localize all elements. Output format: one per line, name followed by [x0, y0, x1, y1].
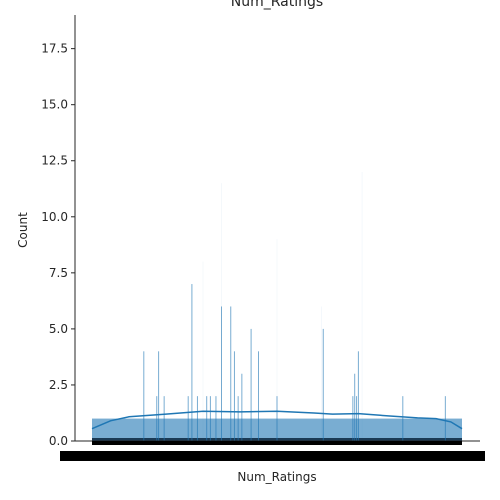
peak-bar-0 — [143, 351, 145, 441]
peak-bar-5 — [191, 284, 193, 441]
peak-bar-7 — [206, 396, 208, 441]
peak-bar-11 — [230, 306, 232, 441]
x-axis — [60, 440, 485, 461]
peak-bar-24 — [444, 396, 446, 441]
faint-bar-1 — [276, 239, 278, 441]
histogram-bars — [92, 171, 462, 441]
peak-bar-8 — [209, 396, 211, 441]
y-tick-label: 15.0 — [41, 98, 68, 112]
peak-bar-1 — [156, 396, 158, 441]
y-tick-label: 12.5 — [41, 154, 68, 168]
faint-bar-2 — [361, 171, 363, 441]
y-tick-label: 17.5 — [41, 42, 68, 56]
peak-bar-19 — [352, 396, 354, 441]
peak-bar-12 — [233, 351, 235, 441]
peak-bar-20 — [354, 373, 356, 441]
peak-bar-17 — [276, 396, 278, 441]
peak-bar-14 — [241, 373, 243, 441]
peak-bar-15 — [250, 328, 252, 441]
peak-bar-22 — [357, 351, 359, 441]
y-tick-label: 2.5 — [49, 378, 68, 392]
y-axis: 0.0 2.5 5.0 7.5 10.0 12.5 15.0 17.5 — [41, 15, 76, 448]
peak-bar-2 — [158, 351, 160, 441]
peak-bar-6 — [196, 396, 198, 441]
peak-bar-9 — [215, 396, 217, 441]
peak-bar-18 — [322, 328, 324, 441]
faint-bar-4 — [202, 261, 204, 441]
peak-bar-16 — [258, 351, 259, 441]
y-axis-title: Count — [16, 212, 30, 248]
peak-bar-4 — [187, 396, 189, 441]
x-tick-marks — [92, 441, 462, 445]
peak-bar-21 — [356, 396, 358, 441]
peak-bar-13 — [237, 396, 239, 441]
faint-bar-3 — [321, 306, 322, 441]
peak-bar-3 — [163, 396, 165, 441]
peak-bar-23 — [402, 396, 404, 441]
kde-line — [91, 410, 463, 430]
x-tick-labels — [60, 451, 485, 461]
y-tick-label: 0.0 — [49, 434, 68, 448]
y-tick-label: 7.5 — [49, 266, 68, 280]
peak-bar-10 — [221, 306, 222, 441]
x-axis-title: Num_Ratings — [237, 470, 316, 484]
y-tick-label: 10.0 — [41, 210, 68, 224]
kde-curve — [91, 410, 463, 430]
chart-title: Num_Ratings — [231, 0, 323, 10]
y-tick-label: 5.0 — [49, 322, 68, 336]
